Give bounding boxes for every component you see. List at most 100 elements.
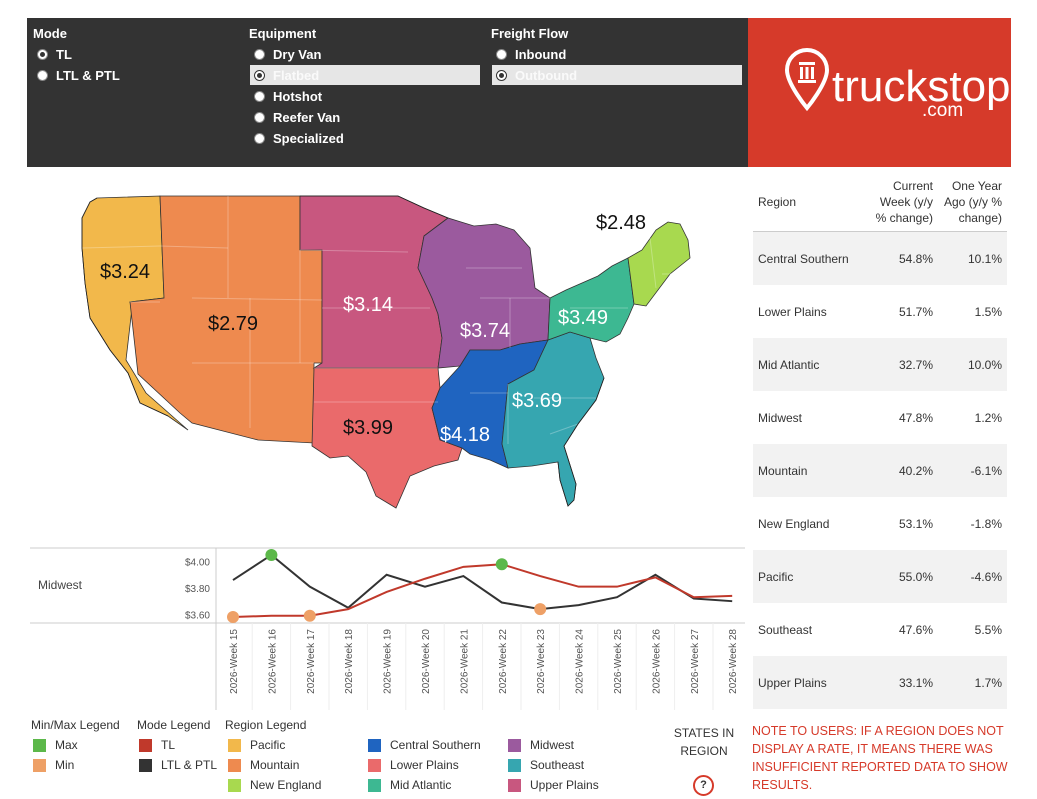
radio-icon: [496, 48, 507, 60]
x-tick-label: 2026-Week 15: [229, 629, 240, 694]
minmax-legend-title: Min/Max Legend: [31, 718, 120, 732]
legend-swatch: [139, 738, 152, 752]
cell-region: Pacific: [758, 569, 794, 584]
table-row[interactable]: Mountain 40.2% -6.1%: [753, 444, 1007, 497]
rate-label-pacific: $3.24: [100, 261, 150, 283]
radio-icon: [37, 69, 48, 81]
truckstop-logo[interactable]: truckstop .com: [748, 18, 1011, 167]
legend-item-upper-plains[interactable]: Upper Plains: [508, 778, 599, 792]
x-tick-label: 2026-Week 21: [459, 629, 470, 694]
rate-label-southeast: $3.69: [512, 390, 562, 412]
freight-option-inbound[interactable]: Inbound: [492, 44, 742, 64]
table-row[interactable]: Mid Atlantic 32.7% 10.0%: [753, 338, 1007, 391]
states-in-region-button[interactable]: STATES IN REGION: [673, 726, 735, 758]
table-header: Region Current Week (y/y% change) One Yea…: [753, 172, 1007, 232]
freight-option-outbound[interactable]: Outbound: [492, 65, 742, 85]
x-tick-label: 2026-Week 25: [613, 629, 624, 694]
table-row[interactable]: Lower Plains 51.7% 1.5%: [753, 285, 1007, 338]
legend-item-mid-atlantic[interactable]: Mid Atlantic: [368, 778, 451, 792]
cell-ago: 10.0%: [967, 357, 1002, 372]
equipment-option-dry-van[interactable]: Dry Van: [250, 44, 480, 64]
cell-current: 47.8%: [898, 410, 933, 425]
series-line-ltl-ptl: [232, 553, 733, 611]
rate-label-lower-plains: $3.99: [343, 417, 393, 439]
cell-current: 33.1%: [898, 675, 933, 690]
note-to-users: NOTE TO USERS: IF A REGION DOES NOT DISP…: [752, 724, 1008, 792]
radio-selected-icon: [254, 69, 265, 81]
equipment-option-hotshot[interactable]: Hotshot: [250, 86, 480, 106]
header-region: Region: [758, 194, 797, 209]
cell-region: Upper Plains: [758, 675, 827, 690]
map-region-mid-atlantic[interactable]: [547, 257, 635, 343]
rate-label-mountain: $2.79: [208, 313, 258, 335]
logo-graphic: truckstop .com: [784, 48, 1011, 121]
legend-swatch: [508, 758, 521, 772]
x-tick-label: 2026-Week 24: [575, 629, 586, 694]
x-tick-label: 2026-Week 20: [421, 629, 432, 694]
cell-ago: 1.2%: [974, 410, 1002, 425]
min-point[interactable]: [303, 609, 316, 622]
state-borders: [81, 196, 678, 444]
legend-swatch: [228, 758, 241, 772]
table-row[interactable]: Upper Plains 33.1% 1.7%: [753, 656, 1007, 709]
equipment-option-flatbed[interactable]: Flatbed: [250, 65, 480, 85]
table-row[interactable]: Pacific 55.0% -4.6%: [753, 550, 1007, 603]
chart-region-label: Midwest: [38, 578, 83, 592]
legend-swatch: [508, 778, 521, 792]
cell-region: Mountain: [758, 463, 808, 478]
x-tick-label: 2026-Week 17: [306, 629, 317, 694]
rate-label-mid-atlantic: $3.49: [558, 307, 608, 329]
radio-icon: [254, 111, 265, 123]
mode-option-tl[interactable]: TL: [33, 44, 213, 64]
x-tick-label: 2026-Week 19: [383, 629, 394, 694]
table-row[interactable]: New England 53.1% -1.8%: [753, 497, 1007, 550]
legend-item-new-england[interactable]: New England: [228, 778, 321, 792]
legend-swatch: [228, 778, 241, 792]
header-current-week: Current Week (y/y% change): [875, 178, 933, 225]
cell-current: 40.2%: [898, 463, 933, 478]
radio-icon: [254, 90, 265, 102]
trend-chart[interactable]: Midwest $4.00 $3.80 $3.60 2026-Week 15 2026…: [30, 545, 745, 710]
legend-item-midwest[interactable]: Midwest: [508, 738, 574, 752]
max-point[interactable]: [265, 548, 278, 561]
max-point[interactable]: [495, 558, 508, 571]
legend-swatch: [368, 738, 381, 752]
legend-swatch: [33, 758, 46, 772]
header-year-ago: One Year Ago (y/y % change): [943, 178, 1002, 225]
legend-item-ltl-ptl: LTL & PTL: [139, 758, 217, 772]
equipment-option-reefer-van[interactable]: Reefer Van: [250, 107, 480, 127]
cell-current: 32.7%: [898, 357, 933, 372]
table-row[interactable]: Southeast 47.6% 5.5%: [753, 603, 1007, 656]
x-tick-label: 2026-Week 18: [344, 629, 355, 694]
map-region-new-england[interactable]: [627, 221, 691, 307]
y-tick-label: $3.80: [185, 584, 210, 595]
filter-panel: Mode TL LTL & PTL Equipment Dry Van Flat…: [27, 18, 748, 167]
table-row[interactable]: Central Southern 54.8% 10.1%: [753, 232, 1007, 285]
x-tick-label: 2026-Week 28: [728, 629, 739, 694]
region-map[interactable]: $3.24 $2.79 $3.14 $3.74 $3.49 $2.48 $3.6…: [30, 178, 730, 538]
legend-item-southeast[interactable]: Southeast: [508, 758, 584, 772]
radio-selected-icon: [496, 69, 507, 81]
cell-current: 47.6%: [898, 622, 933, 637]
legend-item-pacific[interactable]: Pacific: [228, 738, 285, 752]
legend-item-mountain[interactable]: Mountain: [228, 758, 299, 772]
legend-swatch: [33, 738, 46, 752]
legend-swatch: [368, 758, 381, 772]
cell-region: Midwest: [758, 410, 803, 425]
table-body: Central Southern 54.8% 10.1% Lower Plains 51…: [753, 232, 1007, 709]
x-tick-label: 2026-Week 26: [651, 629, 662, 694]
legend-item-lower-plains[interactable]: Lower Plains: [368, 758, 459, 772]
mode-option-ltl[interactable]: LTL & PTL: [33, 65, 213, 85]
mode-legend-title: Mode Legend: [137, 718, 211, 732]
min-point[interactable]: [227, 611, 239, 624]
legend-item-central-southern[interactable]: Central Southern: [368, 738, 481, 752]
equipment-option-specialized[interactable]: Specialized: [250, 128, 480, 148]
help-icon[interactable]: ?: [693, 775, 714, 796]
cell-region: Central Southern: [758, 251, 849, 266]
min-point[interactable]: [534, 603, 547, 616]
region-table: Region Current Week (y/y% change) One Yea…: [753, 172, 1007, 709]
rate-label-midwest: $3.74: [460, 320, 510, 342]
cell-current: 53.1%: [898, 516, 933, 531]
x-tick-label: 2026-Week 27: [690, 629, 701, 694]
table-row[interactable]: Midwest 47.8% 1.2%: [753, 391, 1007, 444]
